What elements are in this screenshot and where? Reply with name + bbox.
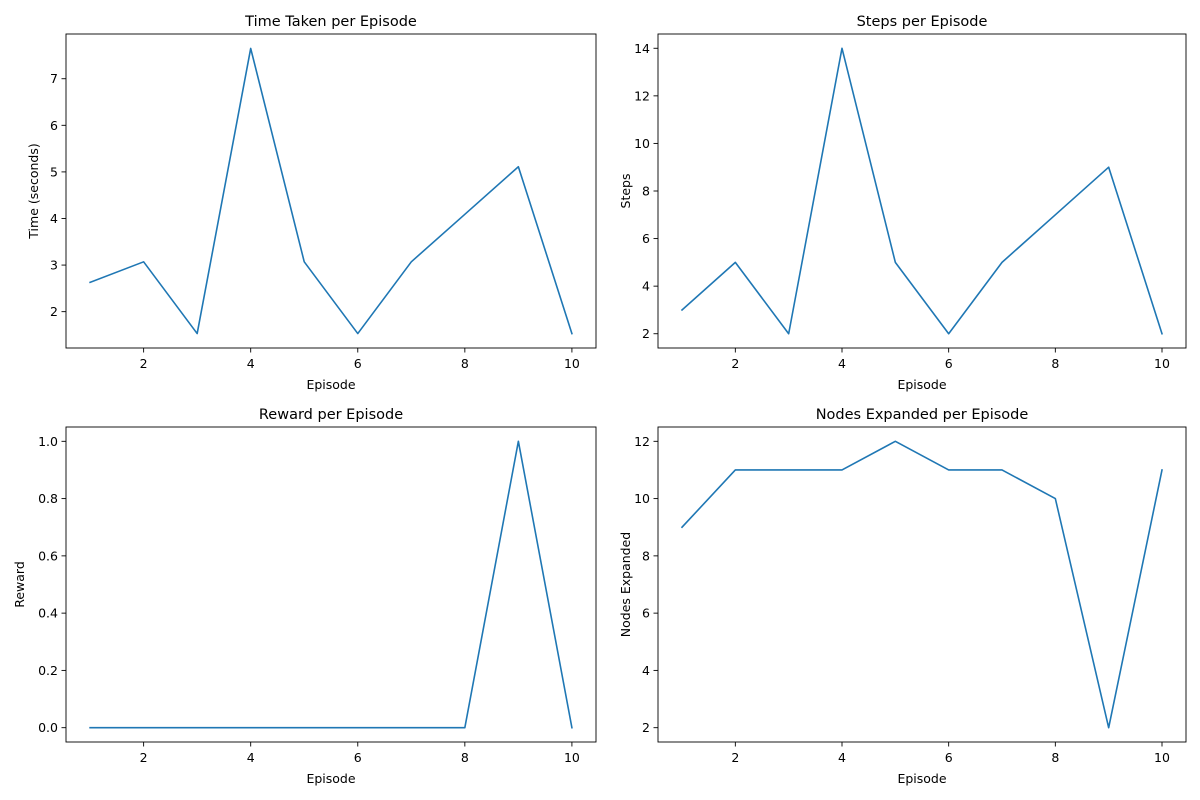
x-tick-label: 4	[247, 750, 255, 765]
y-tick-label: 5	[50, 164, 58, 179]
x-tick-label: 4	[838, 356, 846, 371]
x-tick-label: 6	[354, 356, 362, 371]
axes-frame	[65, 426, 597, 743]
y-tick-label: 1.0	[38, 434, 58, 449]
x-tick-label: 8	[461, 750, 469, 765]
y-tick-label: 0.4	[38, 606, 58, 621]
chart-panel-1: 2 4 6 8 10 2 3 4 5 6 7 Time Taken per Episode Episod…	[26, 14, 597, 392]
x-tick-label: 2	[140, 750, 148, 765]
y-tick-label: 10	[634, 491, 650, 506]
x-axis-label: Episode	[897, 377, 946, 392]
y-tick-label: 10	[634, 136, 650, 151]
x-axis-label: Episode	[306, 771, 355, 786]
x-tick-label: 2	[140, 356, 148, 371]
y-tick-label: 12	[634, 88, 650, 103]
y-tick-label: 0.0	[38, 720, 58, 735]
chart-panel-4: 2 4 6 8 10 2 4 6 8 10 12 Nodes Expanded per Episode…	[618, 407, 1187, 786]
axes-frame	[657, 33, 1187, 349]
chart-title: Reward per Episode	[259, 407, 403, 423]
x-tick-label: 10	[1154, 750, 1170, 765]
y-tick-label: 2	[642, 326, 650, 341]
series-line	[680, 440, 1163, 729]
axes-frame	[657, 426, 1187, 743]
x-tick-label: 6	[945, 750, 953, 765]
chart-title: Nodes Expanded per Episode	[816, 407, 1029, 423]
y-tick-label: 2	[642, 720, 650, 735]
y-tick-label: 0.6	[38, 548, 58, 563]
x-axis-label: Episode	[306, 377, 355, 392]
x-tick-label: 4	[838, 750, 846, 765]
x-tick-label: 8	[1051, 750, 1059, 765]
y-tick-label: 0.2	[38, 663, 58, 678]
y-tick-label: 14	[634, 41, 650, 56]
x-tick-label: 10	[564, 356, 580, 371]
x-axis-label: Episode	[897, 771, 946, 786]
y-axis-label: Nodes Expanded	[618, 532, 633, 637]
chart-title: Steps per Episode	[857, 14, 988, 30]
series-line	[89, 47, 573, 335]
chart-panel-2: 2 4 6 8 10 2 4 6 8 10 12 14 Steps per Episode Episode…	[618, 14, 1187, 392]
series-line	[680, 47, 1164, 335]
x-tick-label: 2	[731, 356, 739, 371]
x-tick-label: 4	[247, 356, 255, 371]
y-tick-label: 3	[50, 258, 58, 273]
x-tick-label: 8	[1051, 356, 1059, 371]
x-tick-label: 10	[1154, 356, 1170, 371]
y-tick-label: 4	[50, 211, 58, 226]
y-tick-label: 8	[642, 548, 650, 563]
y-tick-label: 12	[634, 434, 650, 449]
y-tick-label: 0.8	[38, 491, 58, 506]
y-tick-label: 6	[50, 118, 58, 133]
x-tick-label: 10	[564, 750, 580, 765]
chart-title: Time Taken per Episode	[244, 14, 417, 30]
y-axis-label: Steps	[618, 174, 633, 209]
x-tick-label: 2	[731, 750, 739, 765]
y-tick-label: 8	[642, 184, 650, 199]
y-tick-label: 4	[642, 279, 650, 294]
x-tick-label: 6	[945, 356, 953, 371]
y-tick-label: 4	[642, 663, 650, 678]
y-axis-label: Reward	[12, 561, 27, 608]
y-tick-label: 6	[642, 231, 650, 246]
y-tick-label: 7	[50, 71, 58, 86]
axes-frame	[65, 33, 597, 349]
x-tick-label: 6	[354, 750, 362, 765]
series-line	[89, 440, 573, 729]
chart-panel-3: 2 4 6 8 10 0.0 0.2 0.4 0.6 0.8 1.0 Reward per Episo…	[12, 407, 597, 786]
y-axis-label: Time (seconds)	[26, 143, 41, 239]
y-tick-label: 2	[50, 304, 58, 319]
x-tick-label: 8	[461, 356, 469, 371]
y-tick-label: 6	[642, 606, 650, 621]
